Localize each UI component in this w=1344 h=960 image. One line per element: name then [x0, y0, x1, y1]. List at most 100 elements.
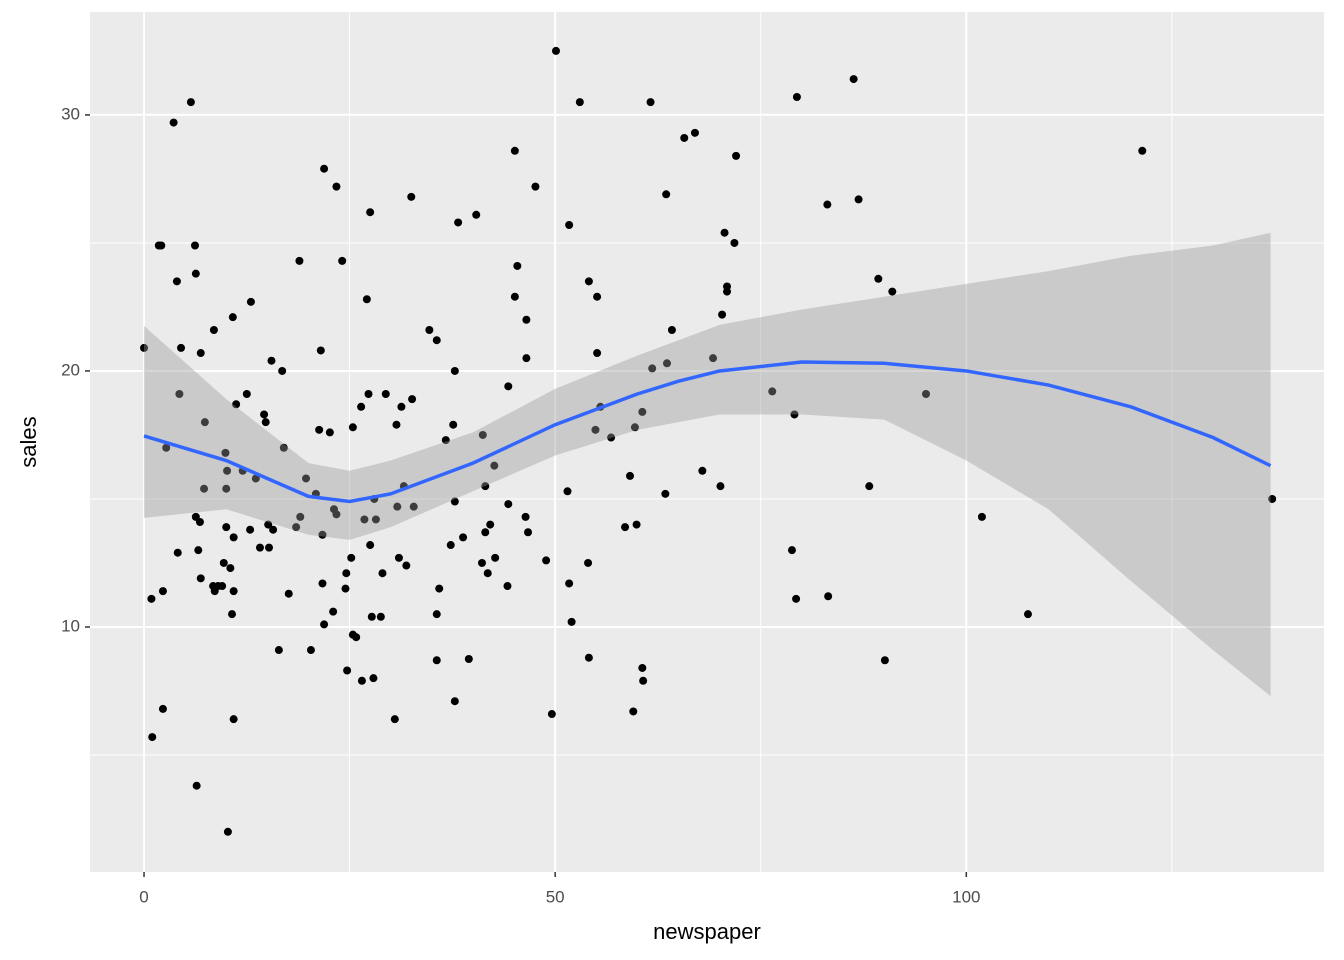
point: [392, 420, 401, 429]
point: [260, 410, 269, 419]
point: [157, 241, 166, 250]
point: [408, 395, 417, 404]
point: [191, 241, 200, 250]
point: [591, 425, 600, 434]
point: [357, 402, 366, 411]
point: [513, 261, 522, 270]
point: [369, 674, 378, 683]
point: [542, 556, 551, 565]
point: [521, 512, 530, 521]
point: [242, 389, 251, 398]
point: [732, 151, 741, 160]
point: [306, 646, 315, 655]
point: [435, 584, 444, 593]
point: [343, 666, 352, 675]
point: [338, 256, 347, 265]
point: [575, 98, 584, 107]
point: [302, 474, 311, 483]
point: [360, 515, 369, 524]
x-axis-title: newspaper: [653, 919, 761, 944]
point: [177, 343, 186, 352]
confidence-band: [144, 232, 1271, 697]
point: [261, 418, 270, 427]
point: [246, 525, 255, 534]
point: [378, 569, 387, 578]
point: [565, 579, 574, 588]
point: [318, 579, 327, 588]
point: [486, 520, 495, 529]
point: [318, 530, 327, 539]
point: [823, 200, 832, 209]
point: [221, 448, 230, 457]
point: [366, 541, 375, 550]
panel: [90, 12, 1324, 872]
point: [680, 133, 689, 142]
point: [639, 676, 648, 685]
point: [381, 389, 390, 398]
x-tick-label: 0: [139, 887, 148, 906]
point: [292, 523, 301, 532]
point: [223, 466, 232, 475]
point: [621, 523, 630, 532]
point: [158, 587, 167, 596]
point: [169, 118, 178, 127]
y-tick-label: 30: [61, 104, 80, 123]
point: [1023, 610, 1032, 619]
y-tick-label: 10: [61, 616, 80, 635]
point: [547, 710, 556, 719]
point: [646, 98, 655, 107]
point: [425, 325, 434, 334]
point: [371, 515, 380, 524]
point: [140, 343, 149, 352]
point: [367, 612, 376, 621]
point: [481, 482, 490, 491]
point: [491, 553, 500, 562]
point: [222, 523, 231, 532]
x-tick-label: 100: [952, 887, 980, 906]
x-tick-label: 50: [546, 887, 565, 906]
point: [667, 325, 676, 334]
point: [446, 541, 455, 550]
point: [922, 389, 931, 398]
point: [267, 356, 276, 365]
point: [325, 428, 334, 437]
point: [459, 533, 468, 542]
point: [196, 574, 205, 583]
point: [630, 423, 639, 432]
point: [787, 546, 796, 555]
point: [662, 359, 671, 368]
point: [229, 715, 238, 724]
point: [522, 315, 531, 324]
point: [824, 592, 833, 601]
point: [278, 366, 287, 375]
point: [352, 633, 361, 642]
point: [390, 715, 399, 724]
point: [226, 564, 235, 573]
point: [320, 164, 329, 173]
point: [348, 423, 357, 432]
point: [792, 93, 801, 102]
point: [269, 525, 278, 534]
y-axis-title: sales: [16, 416, 41, 467]
point: [158, 704, 167, 713]
point: [409, 502, 418, 511]
point: [607, 433, 616, 442]
point: [648, 364, 657, 373]
point: [472, 210, 481, 219]
point: [222, 484, 231, 493]
point: [880, 656, 889, 665]
point: [584, 653, 593, 662]
grid: [90, 12, 1324, 872]
point: [295, 256, 304, 265]
point: [397, 402, 406, 411]
point: [223, 827, 232, 836]
point: [173, 548, 182, 557]
point: [629, 707, 638, 716]
point: [477, 558, 486, 567]
point: [228, 610, 237, 619]
point: [274, 646, 283, 655]
point: [567, 617, 576, 626]
point: [584, 558, 593, 567]
point: [503, 582, 512, 591]
